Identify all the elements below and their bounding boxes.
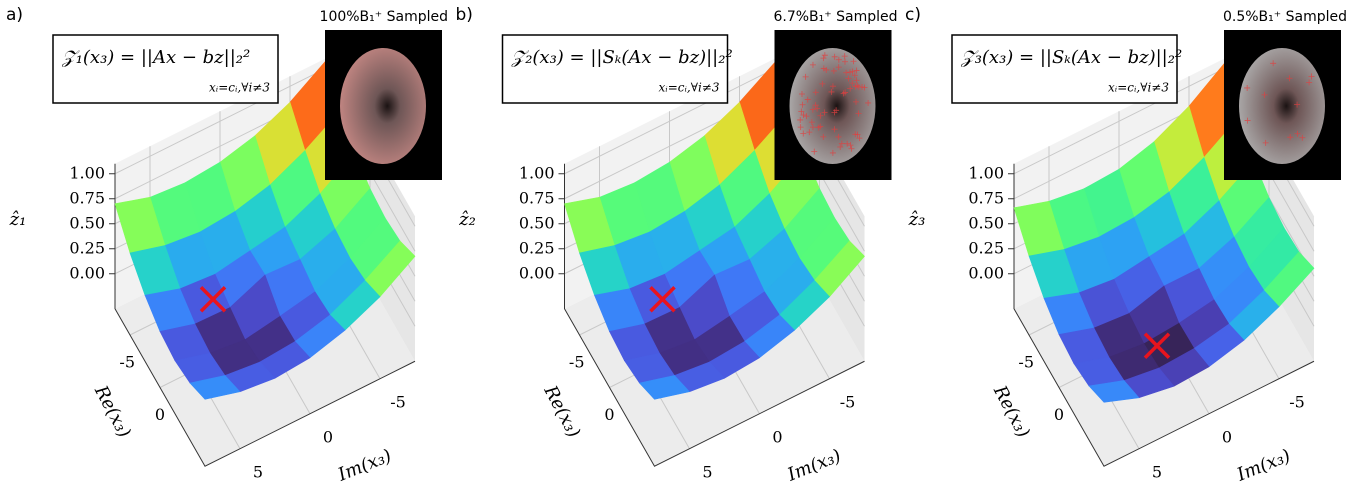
z-tick-label: 0.25 <box>968 238 1004 257</box>
y-tick-label: 0 <box>772 427 782 446</box>
z-tick-label: 0.75 <box>519 188 555 207</box>
z-tick-label: 1.00 <box>69 163 105 182</box>
z-tick-label: 1.00 <box>519 163 555 182</box>
inset-title: 6.7%B₁⁺ Sampled <box>773 9 897 25</box>
panel-label: a) <box>6 5 23 25</box>
panel: -5 0 5 0 -5 0.00 0.25 0.50 0.75 1.00 b) 6.7%B₁⁺ Sam… <box>456 5 898 486</box>
x-tick-label: 0 <box>155 405 165 424</box>
z-tick-label: 0.00 <box>968 263 1004 282</box>
axis-label: Re(x₃) <box>90 381 135 441</box>
z-tick-label: 0.50 <box>968 213 1004 232</box>
z-tick-label: 0.50 <box>519 213 555 232</box>
axis-label: ẑ₃ <box>908 209 926 230</box>
brain <box>340 48 426 164</box>
z-tick-label: 0.25 <box>519 238 555 257</box>
z-tick-label: 0.75 <box>968 188 1004 207</box>
y-tick-label: 0 <box>1222 427 1232 446</box>
z-tick-label: 0.50 <box>69 213 105 232</box>
panel: -5 0 5 0 -5 0.00 0.25 0.50 0.75 1.00 a) 100%B₁⁺ Sam… <box>6 5 448 486</box>
inset-title: 0.5%B₁⁺ Sampled <box>1223 9 1347 25</box>
brain <box>1239 48 1325 164</box>
x-tick-label: -5 <box>569 353 585 372</box>
y-tick-label: 5 <box>702 462 712 481</box>
z-tick-label: 0.00 <box>69 263 105 282</box>
formula: 𝒵₂(x₃) = ||Sₖ(Ax − bz)||₂² <box>511 47 733 68</box>
axis-label: Im(x₃) <box>334 445 394 486</box>
x-tick-label: 0 <box>1054 405 1064 424</box>
axis-label: ẑ₂ <box>458 209 476 230</box>
axis-label: Re(x₃) <box>989 381 1034 441</box>
z-tick-label: 0.25 <box>69 238 105 257</box>
axis-label: ẑ₁ <box>9 209 27 230</box>
figure: -5 0 5 0 -5 0.00 0.25 0.50 0.75 1.00 a) 100%B₁⁺ Sam… <box>0 0 1372 495</box>
x-tick-label: -5 <box>1018 353 1034 372</box>
formula: 𝒵₁(x₃) = ||Ax − bz||₂² <box>61 47 250 68</box>
z-tick-label: 0.00 <box>519 263 555 282</box>
axis-label: Im(x₃) <box>1233 445 1293 486</box>
y-tick-label: -5 <box>840 392 856 411</box>
x-tick-label: 0 <box>604 405 614 424</box>
panel: -5 0 5 0 -5 0.00 0.25 0.50 0.75 1.00 c) 0.5%B₁⁺ Sam… <box>905 5 1347 486</box>
y-tick-label: 0 <box>323 427 333 446</box>
formula-condition: xᵢ=cᵢ,∀i≠3 <box>1108 81 1169 95</box>
z-tick-label: 1.00 <box>968 163 1004 182</box>
formula-condition: xᵢ=cᵢ,∀i≠3 <box>209 81 270 95</box>
y-tick-label: 5 <box>253 462 263 481</box>
y-tick-label: 5 <box>1152 462 1162 481</box>
axis-label: Im(x₃) <box>784 445 844 486</box>
y-tick-label: -5 <box>1289 392 1305 411</box>
formula-condition: xᵢ=cᵢ,∀i≠3 <box>659 81 720 95</box>
axis-label: Re(x₃) <box>539 381 584 441</box>
formula: 𝒵₃(x₃) = ||Sₖ(Ax − bz)||₂² <box>960 47 1182 68</box>
x-tick-label: -5 <box>119 353 135 372</box>
panel-label: b) <box>456 5 473 25</box>
inset-title: 100%B₁⁺ Sampled <box>320 9 448 25</box>
panel-label: c) <box>905 5 921 25</box>
z-tick-label: 0.75 <box>69 188 105 207</box>
y-tick-label: -5 <box>390 392 406 411</box>
